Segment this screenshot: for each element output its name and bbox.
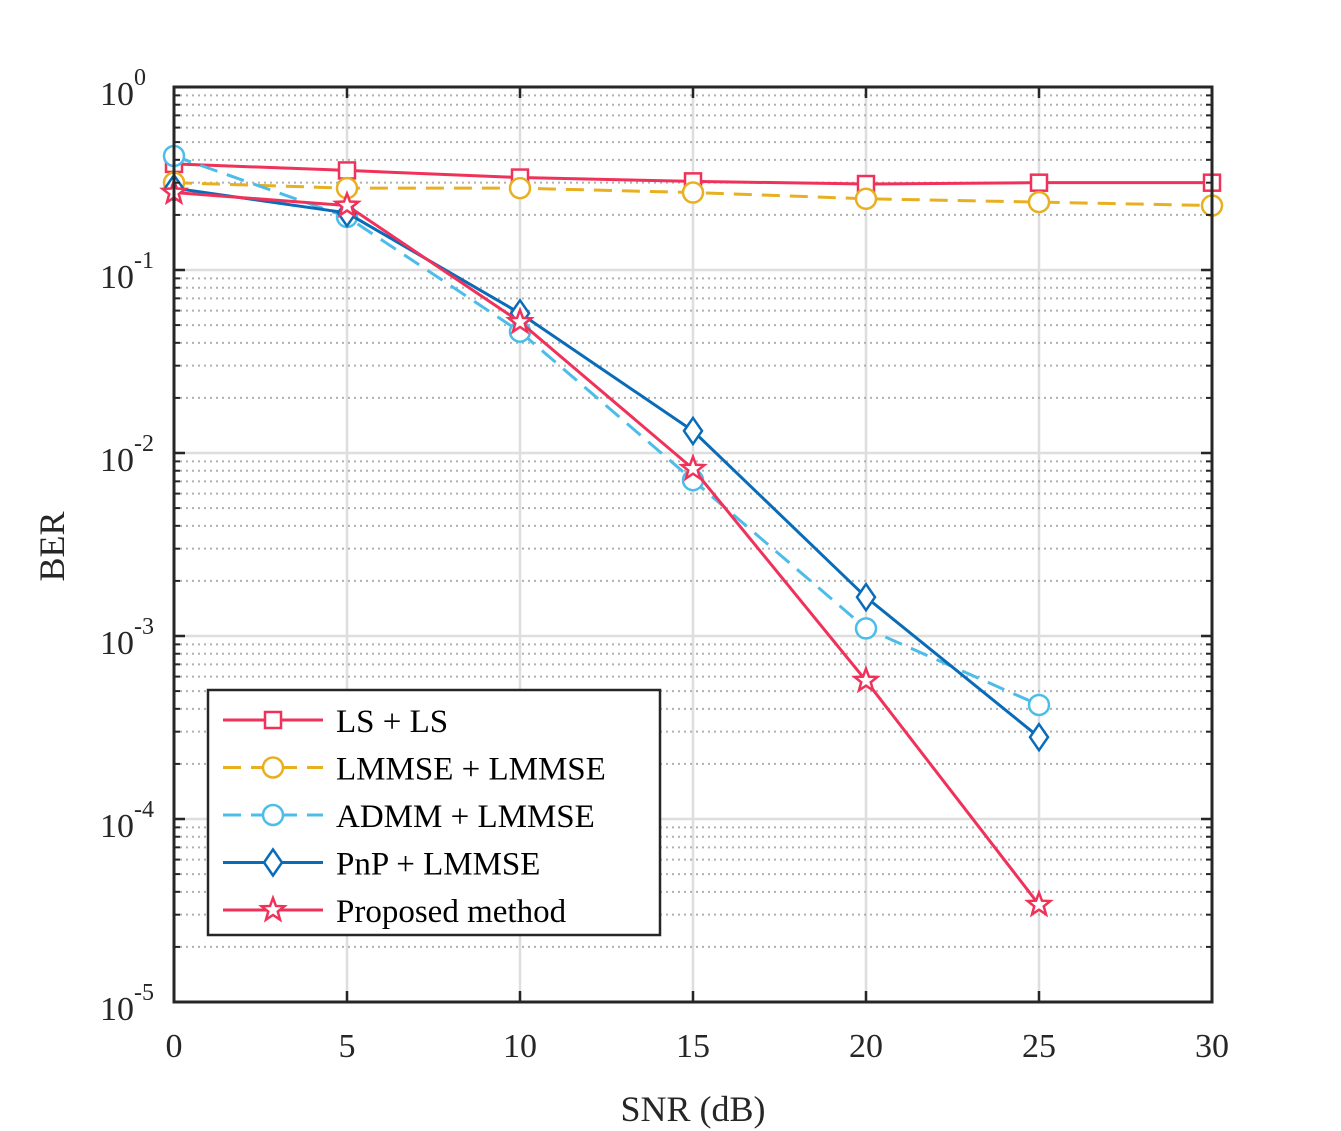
series-line <box>173 154 1040 707</box>
y-tick-base: 10 <box>100 991 134 1028</box>
legend-marker <box>263 710 283 730</box>
legend-item: ADMM + LMMSE <box>223 799 595 835</box>
data-point <box>505 306 535 335</box>
data-point <box>854 187 878 211</box>
y-tick-label: 10 <box>100 625 134 662</box>
data-point <box>681 181 705 204</box>
x-tick-label: 15 <box>676 1028 710 1065</box>
y-tick-base: 10 <box>100 259 134 296</box>
y-tick-label: 10 <box>100 76 134 113</box>
legend-item: Proposed method <box>223 894 567 930</box>
data-point <box>1028 721 1050 753</box>
legend-marker <box>262 847 284 878</box>
y-tick-exponent: -1 <box>134 248 154 274</box>
y-tick-label: 10 <box>100 808 134 845</box>
legend-item: LS + LS <box>223 704 448 740</box>
y-tick-base: 10 <box>100 808 134 845</box>
legend: LS + LS LMMSE + LMMSE ADMM + LMMSE PnP + LM… <box>206 688 662 937</box>
grid <box>174 87 1212 1002</box>
y-tick-exponent: -4 <box>134 797 154 823</box>
y-axis-label: BER <box>32 511 72 581</box>
series-lmmse-lmmse <box>162 171 1224 217</box>
data-point <box>1027 190 1051 214</box>
y-tick-base: 10 <box>100 76 134 113</box>
legend-item: PnP + LMMSE <box>223 847 540 883</box>
data-point <box>337 161 357 180</box>
data-point <box>855 581 877 613</box>
data-point <box>851 665 881 694</box>
x-axis-label: SNR (dB) <box>620 1089 765 1129</box>
ticks <box>172 85 1214 1004</box>
legend-marker <box>261 803 285 827</box>
legend-label: ADMM + LMMSE <box>336 799 595 835</box>
legend-marker <box>258 894 288 923</box>
y-tick-exponent: 0 <box>134 65 146 91</box>
x-tick-label: 30 <box>1195 1028 1229 1065</box>
y-tick-base: 10 <box>100 442 134 479</box>
legend-label: Proposed method <box>336 894 567 930</box>
y-tick-base: 10 <box>100 625 134 662</box>
y-tick-exponent: -5 <box>134 980 154 1006</box>
data-point <box>1029 173 1049 192</box>
data-point <box>1027 693 1051 717</box>
data-point <box>1024 889 1054 918</box>
x-tick-label: 20 <box>849 1028 883 1065</box>
y-tick-label: 10 <box>100 259 134 296</box>
legend-label: LS + LS <box>336 704 448 740</box>
data-point <box>678 453 708 482</box>
series-line <box>173 191 1041 906</box>
x-tick-label: 0 <box>166 1028 183 1065</box>
y-tick-label: 10 <box>100 442 134 479</box>
data-point <box>854 617 878 640</box>
legend-label: PnP + LMMSE <box>336 847 540 883</box>
legend-label: LMMSE + LMMSE <box>336 752 606 788</box>
y-tick-exponent: -3 <box>134 614 154 640</box>
data-point <box>332 189 362 219</box>
series-admm-lmmse <box>162 144 1051 717</box>
series-line <box>173 186 1040 739</box>
x-tick-label: 10 <box>503 1028 537 1065</box>
x-tick-label: 25 <box>1022 1028 1056 1065</box>
legend-marker <box>261 756 285 779</box>
data-point <box>682 415 704 447</box>
y-tick-exponent: -2 <box>134 431 154 457</box>
data-point <box>508 176 532 200</box>
x-tick-label: 5 <box>339 1028 356 1065</box>
legend-item: LMMSE + LMMSE <box>223 752 606 788</box>
y-tick-label: 10 <box>100 991 134 1028</box>
